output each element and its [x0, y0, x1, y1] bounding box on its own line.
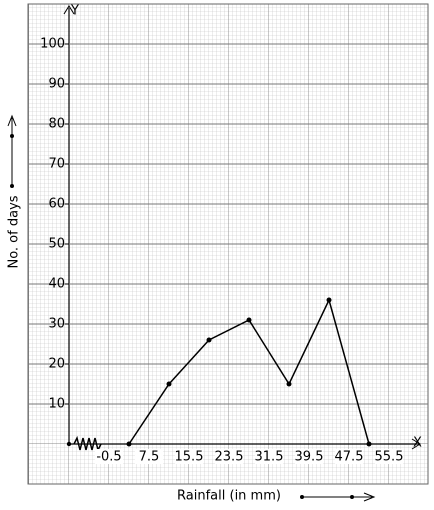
- x-tick-label: -0.5: [96, 450, 121, 465]
- x-tick-label-bg: [375, 449, 403, 464]
- x-tick-label-bg: [335, 449, 363, 464]
- x-axis-name: X: [413, 436, 422, 451]
- x-axis-label: Rainfall (in mm): [177, 489, 281, 504]
- x-tick-label: 39.5: [295, 450, 324, 465]
- x-tick-label-bg: [295, 449, 323, 464]
- x-tick-label-bg: [215, 449, 243, 464]
- x-tick-label: 47.5: [335, 450, 364, 465]
- x-tick-label: 7.5: [139, 450, 160, 465]
- data-point: [126, 441, 132, 447]
- y-tick-label: 30: [48, 317, 65, 332]
- y-tick-label: 90: [48, 77, 65, 92]
- x-tick-label-bg: [135, 449, 163, 464]
- y-tick-label: 50: [48, 237, 65, 252]
- axes: Y X No. of days Rainfall (in mm): [7, 4, 423, 504]
- y-tick-label: 80: [48, 117, 65, 132]
- y-tick-label: 40: [48, 277, 65, 292]
- y-tick-label: 20: [48, 357, 65, 372]
- scale-arrow-vertical: [7, 114, 17, 188]
- y-tick-label: 60: [48, 197, 65, 212]
- data-point: [326, 297, 332, 303]
- y-tick-label: 10: [48, 397, 65, 412]
- x-tick-label: 15.5: [175, 450, 204, 465]
- x-tick-label: 23.5: [215, 450, 244, 465]
- data-point: [286, 381, 292, 387]
- x-tick-label-bg: [175, 449, 203, 464]
- data-point: [246, 317, 252, 323]
- data-point: [166, 381, 172, 387]
- data-point: [206, 337, 212, 343]
- x-tick-label-bg: [95, 449, 123, 464]
- x-arrow: [411, 438, 421, 450]
- origin: [66, 441, 72, 447]
- scale-arrow-horizontal: [300, 492, 376, 502]
- axis-break: [73, 435, 102, 453]
- y-tick-label: 100: [40, 37, 65, 52]
- y-arrow: [63, 5, 75, 15]
- y-tick-label: 70: [48, 157, 65, 172]
- x-tick-label: 31.5: [255, 450, 284, 465]
- x-tick-label-bg: [255, 449, 283, 464]
- x-tick-label: 55.5: [375, 450, 404, 465]
- y-axis-label: No. of days: [7, 195, 22, 268]
- y-axis-name: Y: [70, 4, 79, 19]
- data-point: [366, 441, 372, 447]
